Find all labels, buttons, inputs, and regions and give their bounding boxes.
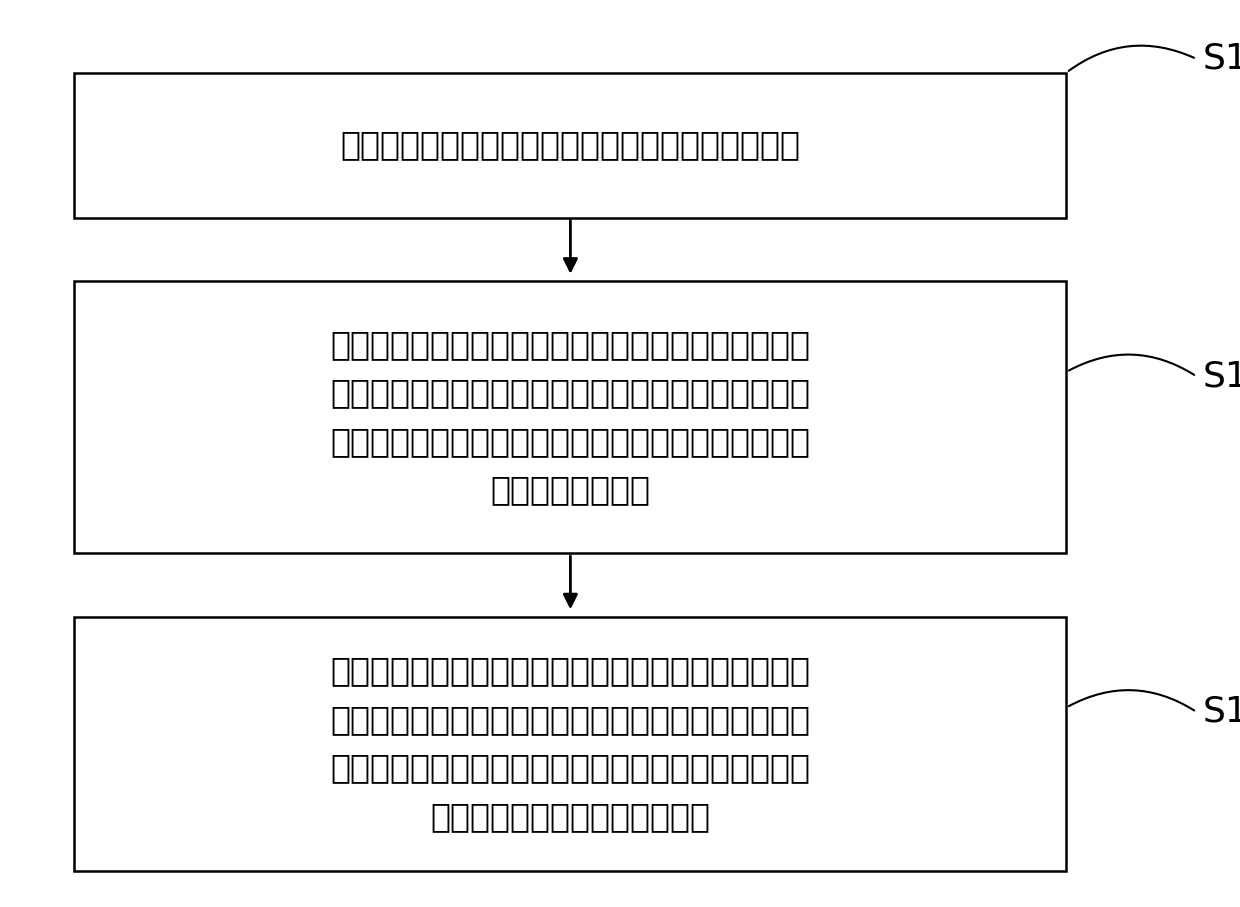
Bar — [74, 73, 1066, 218]
Bar — [74, 281, 1066, 553]
Bar — [74, 617, 1066, 871]
Text: 获取被测试对象在看到预设的多张图像时的眼动数据: 获取被测试对象在看到预设的多张图像时的眼动数据 — [341, 129, 800, 161]
Text: S104: S104 — [1203, 359, 1240, 394]
Text: 根据分别确定的所述被测试对象与所述预设的多张图像
之间的相关概率以及所述预设的多张图像与案件之间的
相关性，按照预设的案件相关性确定规则确定所述被测
试对象与所: 根据分别确定的所述被测试对象与所述预设的多张图像 之间的相关概率以及所述预设的多… — [330, 654, 811, 834]
Text: S102: S102 — [1203, 42, 1240, 76]
Text: S106: S106 — [1203, 695, 1240, 729]
Text: 根据所述被测试对象在看到预设的多张图像时的眼动数
据以及预设的基于深度神经网络算法训练生成的相关性
分析模型分别确定所述被测试对象与所述预设的多张图
像之间的相: 根据所述被测试对象在看到预设的多张图像时的眼动数 据以及预设的基于深度神经网络算… — [330, 327, 811, 507]
